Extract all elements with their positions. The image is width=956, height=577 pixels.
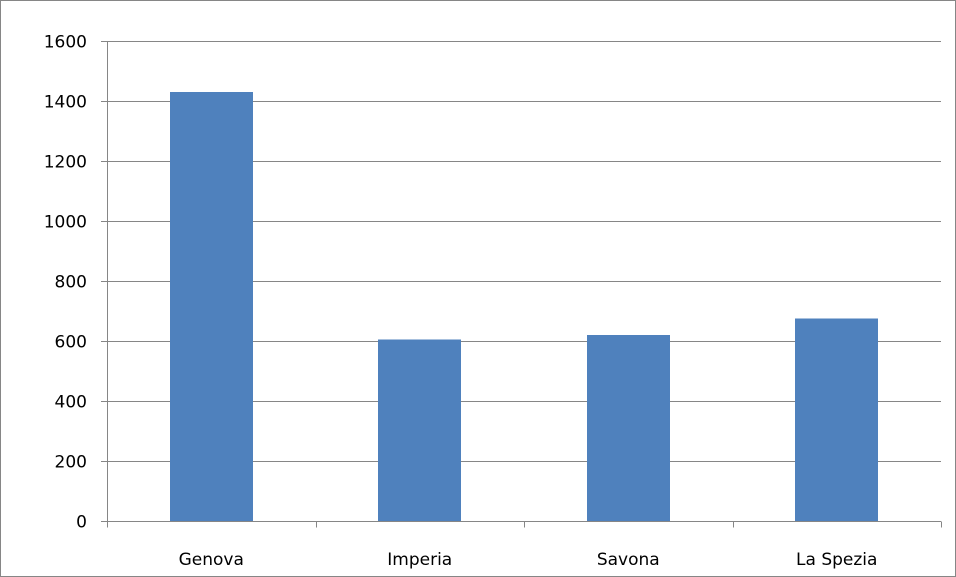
y-tick-label: 1600 <box>44 33 87 53</box>
y-tick-label: 800 <box>55 273 87 293</box>
x-tick-label: Savona <box>597 550 660 570</box>
x-axis: Genova Imperia Savona La Spezia <box>107 521 942 570</box>
y-axis: 0 200 400 600 800 1000 1200 1400 1600 <box>44 33 108 533</box>
y-tick-label: 200 <box>55 453 87 473</box>
y-tick-label: 0 <box>76 513 87 533</box>
y-tick-label: 1200 <box>44 153 87 173</box>
x-tick-label: La Spezia <box>796 550 877 570</box>
y-tick-label: 1400 <box>44 93 87 113</box>
bar-la-spezia <box>795 318 878 521</box>
y-tick-label: 1000 <box>44 213 87 233</box>
bar-genova <box>170 92 253 521</box>
bars <box>170 92 878 521</box>
bar-savona <box>587 335 670 521</box>
x-tick-label: Imperia <box>387 550 452 570</box>
bar-imperia <box>378 339 461 521</box>
y-tick-label: 400 <box>55 393 87 413</box>
x-tick-label: Genova <box>179 550 244 570</box>
y-tick-label: 600 <box>55 333 87 353</box>
